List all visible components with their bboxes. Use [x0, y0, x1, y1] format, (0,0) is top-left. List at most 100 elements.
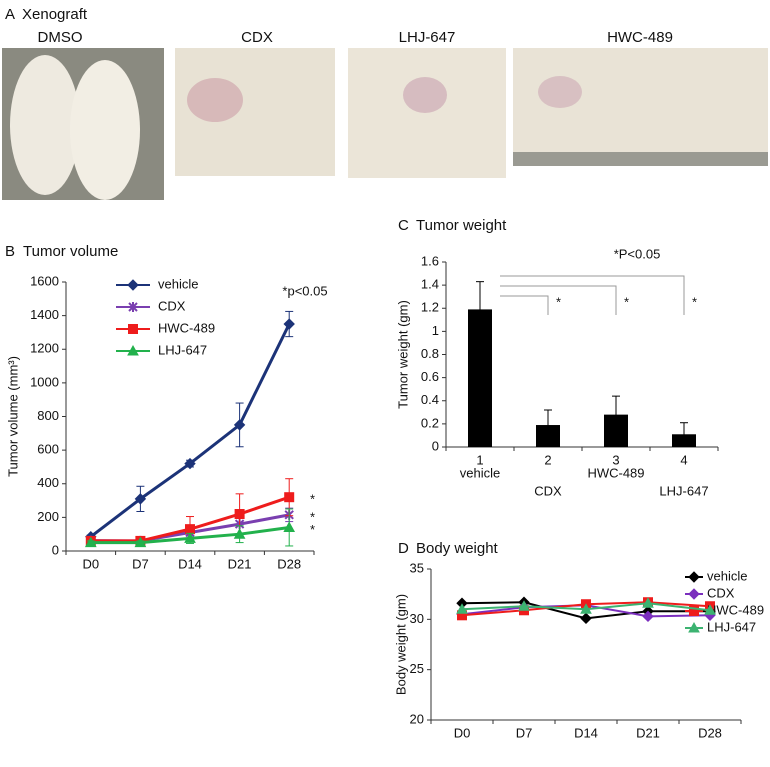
- marker: [456, 603, 468, 614]
- y-tick-label: 1: [432, 323, 439, 338]
- y-axis-label: Body weight (gm): [393, 594, 408, 695]
- marker: [642, 597, 654, 608]
- x-tick-label: 2: [544, 452, 551, 467]
- marker: [127, 344, 139, 356]
- marker: [128, 324, 138, 334]
- y-tick-label: 600: [37, 442, 59, 457]
- panel-title: Xenograft: [22, 6, 88, 23]
- legend-label: LHJ-647: [707, 619, 756, 634]
- y-tick-label: 1200: [30, 341, 59, 356]
- x-tick-label: D14: [574, 725, 598, 740]
- comparison-bracket: [500, 285, 617, 315]
- annotation: *p<0.05: [282, 283, 327, 298]
- marker: [689, 606, 699, 616]
- marker: [580, 612, 592, 625]
- significance: *: [310, 509, 315, 524]
- legend-label: CDX: [158, 298, 186, 313]
- photo: [513, 48, 768, 166]
- x-tick-label: D7: [132, 556, 149, 571]
- y-tick-label: 1400: [30, 307, 59, 322]
- marker: [134, 493, 147, 505]
- marker: [518, 600, 530, 611]
- panel-label: A: [5, 6, 15, 23]
- y-tick-label: 400: [37, 475, 59, 490]
- marker: [233, 419, 246, 431]
- ruler: [513, 152, 768, 166]
- x-tick-label: D21: [228, 556, 252, 571]
- marker: [283, 521, 296, 532]
- comparison-bracket: [500, 275, 685, 315]
- chart-title: Tumor volume: [23, 243, 118, 260]
- marker: [185, 524, 195, 535]
- bar: [536, 425, 560, 447]
- annotation: *P<0.05: [614, 246, 661, 261]
- panel-label: B: [5, 243, 15, 260]
- bar: [672, 434, 696, 447]
- y-tick-label: 0: [432, 438, 439, 453]
- category-name: vehicle: [460, 465, 500, 480]
- significance: *: [310, 522, 315, 537]
- x-tick-label: 4: [680, 452, 687, 467]
- y-tick-label: 1.2: [421, 300, 439, 315]
- marker: [284, 492, 295, 503]
- y-tick-label: 1000: [30, 374, 59, 389]
- photo-label: HWC-489: [607, 29, 673, 46]
- legend-label: HWC-489: [158, 320, 215, 335]
- marker: [688, 571, 700, 583]
- photo: [348, 48, 506, 178]
- y-tick-label: 800: [37, 408, 59, 423]
- x-tick-label: D28: [698, 725, 722, 740]
- legend-label: vehicle: [707, 568, 747, 583]
- tumor: [538, 76, 582, 108]
- significance: *: [310, 492, 315, 507]
- photo-label: DMSO: [38, 29, 83, 46]
- y-tick-label: 20: [410, 711, 424, 726]
- marker: [283, 318, 295, 330]
- photo-label: LHJ-647: [399, 29, 456, 46]
- legend-label: HWC-489: [707, 602, 764, 617]
- panel-label: D: [398, 540, 409, 557]
- marker: [134, 536, 147, 548]
- legend-label: CDX: [707, 585, 735, 600]
- y-tick-label: 25: [410, 661, 424, 676]
- marker: [688, 588, 700, 600]
- panel-label: C: [398, 217, 409, 234]
- marker: [128, 302, 138, 312]
- marker: [184, 457, 196, 470]
- bar: [468, 309, 492, 447]
- y-tick-label: 200: [37, 509, 59, 524]
- legend-label: LHJ-647: [158, 342, 207, 357]
- y-tick-label: 0.4: [421, 392, 439, 407]
- y-tick-label: 1.6: [421, 253, 439, 268]
- comparison-bracket: [500, 295, 549, 315]
- x-tick-label: D28: [277, 556, 301, 571]
- marker: [84, 536, 97, 548]
- x-tick-label: 3: [612, 452, 619, 467]
- y-tick-label: 0.8: [421, 346, 439, 361]
- y-tick-label: 0: [52, 542, 59, 557]
- comparison-label: *: [556, 294, 561, 309]
- tumor: [403, 77, 447, 113]
- marker: [704, 604, 716, 615]
- marker: [642, 610, 654, 623]
- mouse: [10, 55, 80, 195]
- chart-title: Body weight: [416, 540, 499, 557]
- tumor: [187, 78, 243, 122]
- marker: [688, 621, 700, 633]
- comparison-label: *: [692, 294, 697, 309]
- marker: [127, 279, 139, 291]
- category-name: HWC-489: [587, 465, 644, 480]
- chart-title: Tumor weight: [416, 217, 507, 234]
- marker: [233, 528, 246, 539]
- x-tick-label: D0: [82, 556, 99, 571]
- y-tick-label: 1600: [30, 273, 59, 288]
- mouse: [70, 60, 140, 200]
- x-tick-label: D7: [516, 725, 533, 740]
- y-axis-label: Tumor volume (mm³): [5, 356, 20, 477]
- comparison-label: *: [624, 294, 629, 309]
- x-tick-label: D14: [178, 556, 202, 571]
- y-tick-label: 35: [410, 560, 424, 575]
- y-tick-label: 1.4: [421, 277, 439, 292]
- marker: [580, 603, 592, 614]
